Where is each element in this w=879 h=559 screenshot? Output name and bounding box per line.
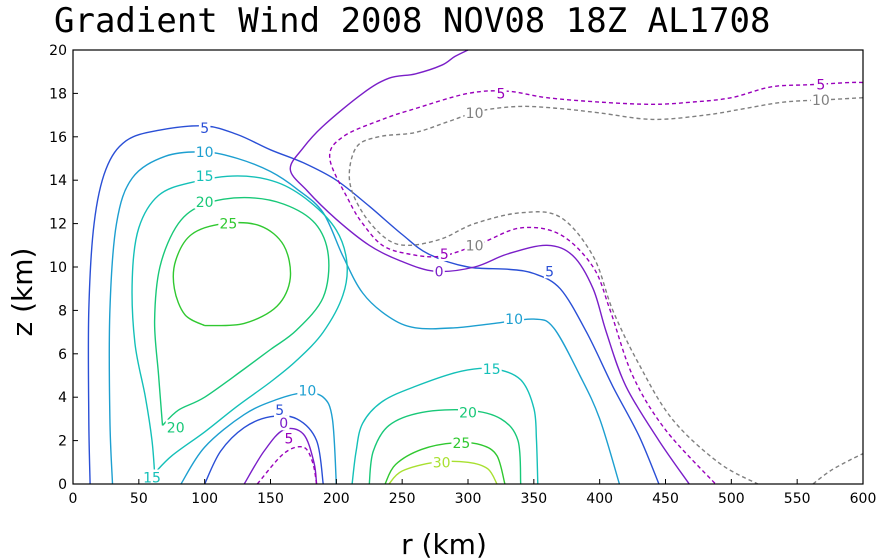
- contour-label: 25: [219, 217, 237, 233]
- contour-line-15: [131, 175, 349, 474]
- contour-label-backing: [451, 434, 472, 450]
- y-tick-label: 0: [58, 477, 67, 493]
- y-axis-label: z (km): [6, 248, 39, 337]
- contour-label: 20: [459, 405, 477, 421]
- contour-label: 20: [167, 421, 185, 437]
- contour-label: 5: [275, 403, 284, 419]
- x-axis-ticks: 0 50 100 150 200 250 300 350 400 450 500 550 600: [69, 479, 877, 507]
- y-tick-label: 20: [49, 43, 67, 59]
- contour-label: 5: [496, 86, 505, 102]
- contour-label-backing: [194, 167, 215, 183]
- contour-label-backing: [297, 382, 318, 398]
- contour-label-backing: [273, 402, 286, 418]
- x-tick-label: 450: [652, 491, 679, 507]
- contour-label-backing: [504, 311, 525, 327]
- y-tick-label: 16: [49, 130, 67, 146]
- x-tick-label: 200: [323, 491, 350, 507]
- contour-label: 20: [196, 195, 214, 211]
- x-axis-label: r (km): [401, 528, 487, 559]
- y-tick-label: 8: [58, 303, 67, 319]
- y-tick-label: 10: [49, 260, 67, 276]
- contour-label: 15: [483, 362, 501, 378]
- x-tick-label: 100: [191, 491, 218, 507]
- x-tick-label: 0: [69, 491, 78, 507]
- contour-label-backing: [165, 419, 186, 435]
- y-tick-label: 4: [58, 390, 67, 406]
- x-tick-label: 300: [455, 491, 482, 507]
- contour-label: 25: [453, 436, 471, 452]
- contour-line-5: [87, 125, 660, 485]
- contour-line-10: [108, 151, 621, 485]
- contour-label: 10: [466, 238, 484, 254]
- contour-label-backing: [815, 76, 827, 92]
- contour-label: 30: [433, 455, 451, 471]
- contour-label: 0: [279, 416, 288, 432]
- contour-label: 5: [440, 247, 449, 263]
- contour-line-neg5: [256, 445, 318, 485]
- contour-label: 15: [143, 470, 161, 486]
- contour-label: 5: [200, 121, 209, 137]
- contour-label: 10: [298, 384, 316, 400]
- contour-label-backing: [438, 245, 451, 261]
- chart-title: Gradient Wind 2008 NOV08 18Z AL1708: [54, 1, 770, 41]
- contour-label: 15: [196, 169, 214, 185]
- y-tick-label: 14: [49, 173, 67, 189]
- contour-line-10: [180, 392, 337, 485]
- contour-label-backing: [543, 263, 556, 279]
- y-tick-label: 2: [58, 434, 67, 450]
- contour-label-backing: [142, 469, 162, 485]
- x-tick-label: 550: [784, 491, 811, 507]
- contour-label-backing: [194, 143, 215, 159]
- contour-label-backing: [458, 404, 478, 420]
- contour-label-backing: [464, 237, 485, 253]
- y-axis-ticks: 0 2 4 6 8 10 12 14 16 18 20: [49, 43, 78, 493]
- x-tick-label: 500: [718, 491, 745, 507]
- x-tick-label: 400: [586, 491, 613, 507]
- contour-label: 10: [466, 106, 484, 122]
- contour-line-15: [351, 367, 539, 485]
- contour-label-backing: [481, 360, 502, 376]
- contour-label: 5: [545, 264, 554, 280]
- contour-label: 10: [812, 93, 830, 109]
- contour-label-backing: [464, 104, 485, 120]
- contour-line-neg10: [812, 452, 864, 485]
- y-tick-label: 12: [49, 217, 67, 233]
- contour-label-backing: [810, 91, 831, 107]
- contour-line-0: [243, 427, 318, 485]
- contour-label-backing: [218, 215, 239, 231]
- contour-label: 5: [816, 78, 825, 94]
- contour-line-5: [204, 415, 324, 485]
- contour-label-backing: [194, 193, 215, 209]
- y-tick-label: 6: [58, 347, 67, 363]
- contour-line-25: [172, 222, 292, 327]
- contour-label: 5: [284, 431, 293, 447]
- contour-line-neg10: [348, 97, 864, 485]
- x-tick-label: 350: [520, 491, 547, 507]
- x-tick-label: 150: [257, 491, 284, 507]
- contour-label: 10: [505, 312, 523, 328]
- contour-label: 10: [196, 145, 214, 161]
- contour-label: 0: [435, 264, 444, 280]
- contour-line-30: [388, 460, 498, 485]
- contour-line-neg5: [328, 81, 864, 485]
- contour-line-0: [289, 49, 690, 485]
- x-tick-label: 250: [389, 491, 416, 507]
- contour-label-backing: [495, 85, 507, 101]
- contour-label-backing: [277, 415, 290, 431]
- y-tick-label: 18: [49, 86, 67, 102]
- contour-line-20: [153, 196, 330, 426]
- contour-label-backing: [198, 120, 211, 136]
- contour-label-backing: [431, 454, 452, 470]
- x-tick-label: 50: [130, 491, 148, 507]
- x-tick-label: 600: [850, 491, 877, 507]
- contour-label-backing: [283, 430, 295, 446]
- contour-label-backing: [433, 263, 445, 279]
- contour-line-20: [368, 409, 522, 485]
